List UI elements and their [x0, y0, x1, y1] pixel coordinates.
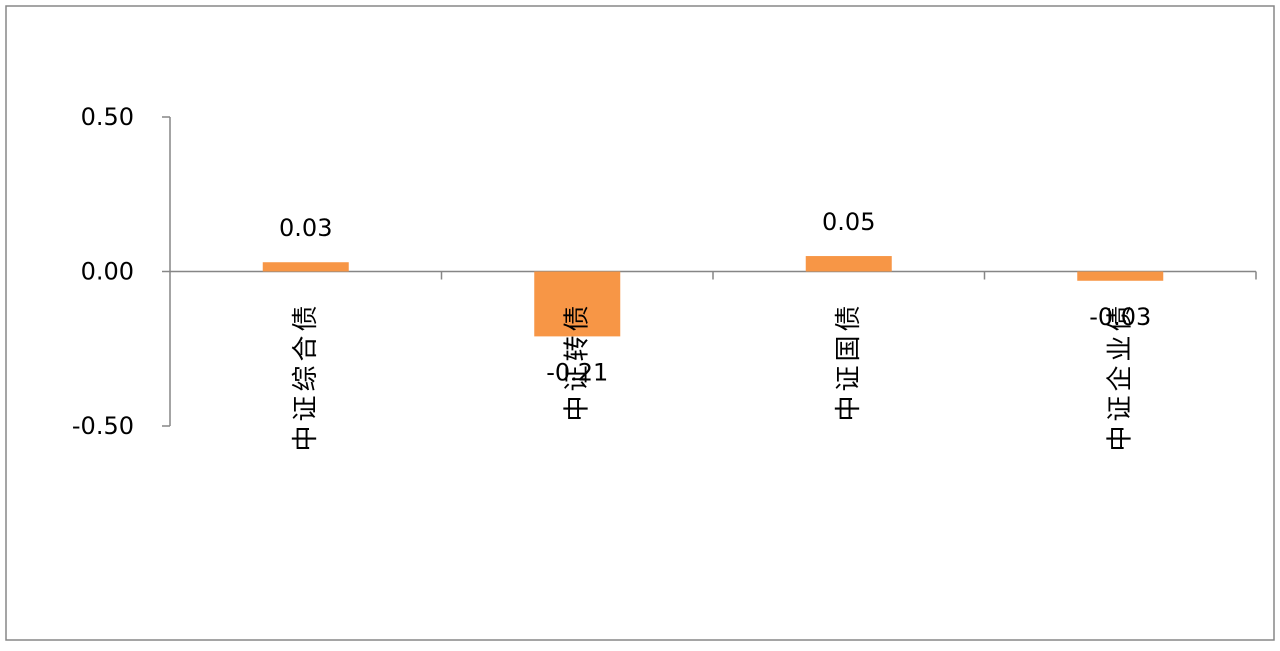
- category-label: 中证企业债: [1105, 302, 1135, 452]
- data-label: -0.03: [1089, 303, 1151, 331]
- chart-border: [5, 5, 1275, 641]
- data-label: 0.05: [822, 208, 875, 236]
- y-tick-label: 0.50: [81, 103, 134, 131]
- category-label: 中证国债: [834, 302, 864, 422]
- bar: [262, 262, 349, 272]
- category-label: 中证转债: [562, 302, 592, 422]
- bar: [1077, 271, 1164, 281]
- axes: 0.50 0.00 -0.50: [72, 103, 1257, 440]
- y-tick-label: 0.00: [81, 258, 134, 286]
- y-tick-label: -0.50: [72, 412, 134, 440]
- category-label: 中证综合债: [291, 302, 321, 452]
- bars: [262, 256, 1164, 337]
- data-label: -0.21: [546, 358, 608, 386]
- bar: [805, 256, 892, 272]
- bar: [534, 271, 621, 337]
- data-label: 0.03: [279, 214, 332, 242]
